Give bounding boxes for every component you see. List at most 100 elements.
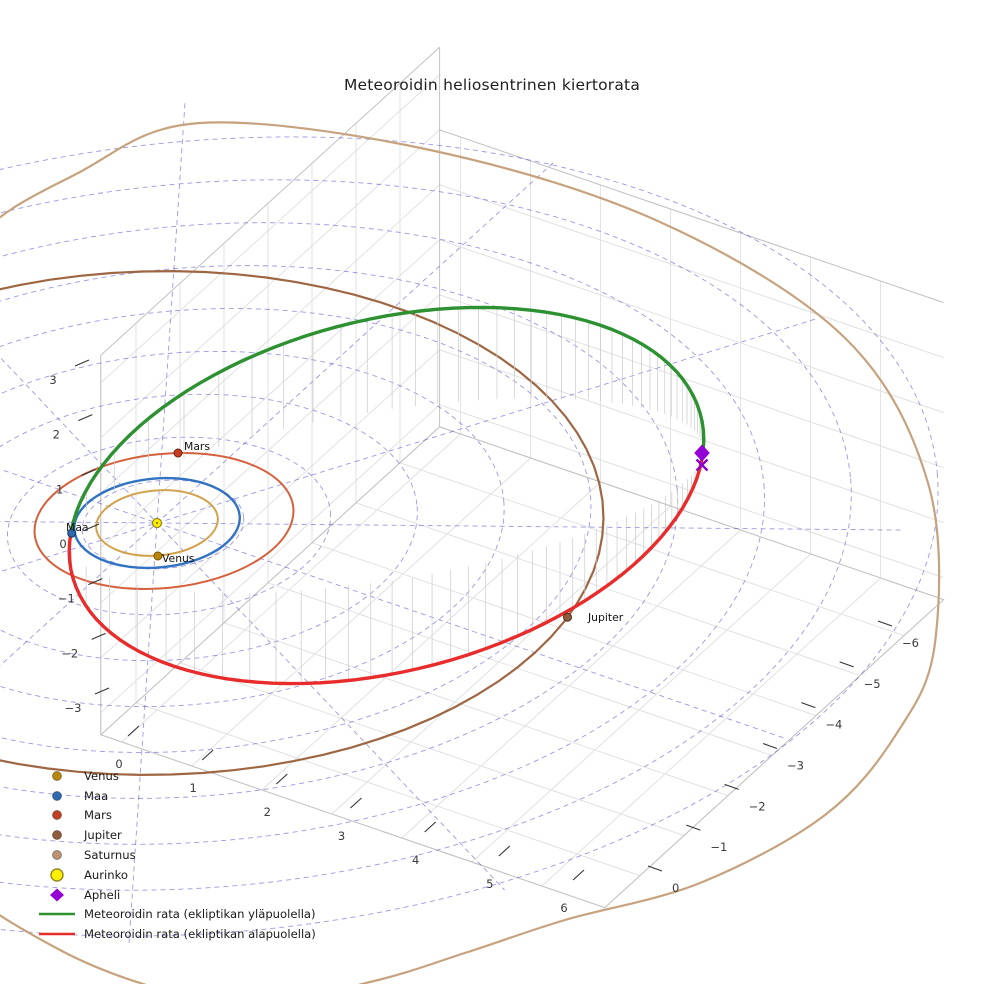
polar-circle — [0, 136, 939, 937]
wall-grid-line — [100, 294, 440, 604]
wall-grid-line — [100, 184, 440, 494]
x-tick-mark — [498, 845, 511, 857]
polar-circle — [0, 308, 592, 753]
y-tick-mark — [724, 783, 739, 790]
legend-swatch-svg — [50, 868, 64, 882]
jupiter-marker — [563, 612, 572, 622]
y-tick-label: −5 — [864, 677, 881, 691]
floor-grid-line — [261, 481, 601, 791]
wall-grid-line — [439, 239, 944, 414]
legend-item-apheli: Apheli — [36, 885, 316, 905]
legend-item-label: Aurinko — [84, 867, 129, 882]
venus-marker — [153, 551, 163, 561]
x-tick-mark — [350, 797, 362, 809]
z-tick-mark — [74, 359, 90, 367]
mars-marker — [173, 448, 183, 458]
z-tick-label: −3 — [65, 701, 82, 715]
legend-item-label: Apheli — [84, 887, 121, 902]
legend-item-label: Saturnus — [84, 848, 136, 863]
sun-marker-core — [155, 521, 159, 525]
meteoroid-orbit — [67, 457, 704, 686]
legend-swatch-svg — [52, 810, 62, 821]
orbit-z-stems — [71, 307, 705, 684]
legend-item-venus: Venus — [36, 766, 316, 786]
legend-swatch-svg — [52, 830, 62, 841]
y-tick-label: −6 — [902, 636, 919, 650]
x-tick-mark — [424, 821, 437, 833]
floor-grid-line — [401, 529, 741, 839]
y-tick-label: −4 — [825, 718, 842, 732]
meteoroid-orbit-below — [67, 457, 704, 686]
markers — [67, 444, 710, 622]
wall-grid-line — [100, 349, 440, 659]
maa-marker-icon — [36, 788, 78, 804]
legend-item-label: Mars — [84, 808, 112, 823]
jupiter-marker-icon — [36, 827, 78, 843]
floor-grid-line — [223, 622, 729, 797]
z-tick-label: 1 — [56, 482, 63, 496]
floor-grid — [121, 433, 905, 887]
legend-item-label: Meteoroidin rata (ekliptikan alapuolella… — [84, 927, 316, 942]
circle-large-swatch — [50, 868, 64, 882]
x-tick-mark — [572, 869, 585, 881]
venus-label: Venus — [162, 552, 195, 565]
z-tick-mark — [78, 414, 93, 422]
aphelion-diamond-marker — [694, 444, 710, 462]
legend-swatch-svg — [52, 850, 62, 861]
sun-marker-icon — [36, 867, 78, 883]
legend-item-label: Jupiter — [84, 828, 122, 843]
jupiter-label: Jupiter — [587, 611, 624, 624]
legend-item-mars: Mars — [36, 806, 316, 826]
maa-label: Maa — [66, 521, 89, 534]
x-tick-mark — [275, 773, 288, 785]
z-tick-label: −1 — [58, 592, 75, 606]
floor-grid-line — [267, 582, 773, 757]
legend-swatch-svg — [52, 790, 62, 801]
wall-grid-line — [439, 349, 944, 524]
z-tick-label: −2 — [61, 646, 78, 660]
wall-grid-line — [100, 239, 440, 549]
wall-top-edge — [439, 129, 944, 304]
floor-grid-line — [541, 577, 881, 887]
polar-circle — [0, 393, 418, 662]
x-tick-label: 5 — [486, 877, 493, 891]
legend-item-saturnus: Saturnus — [36, 845, 316, 865]
red-line-icon — [36, 926, 78, 942]
polar-circle — [81, 479, 245, 570]
legend-item-jupiter: Jupiter — [36, 825, 316, 845]
wall-grid-line — [439, 184, 944, 359]
z-tick-mark — [88, 578, 103, 586]
legend-swatch-svg — [50, 888, 64, 902]
polar-circle — [0, 179, 852, 891]
box-edges — [99, 46, 945, 909]
dot-swatch — [52, 830, 62, 841]
z-tick-label: 3 — [49, 373, 56, 387]
saturnus-marker-icon — [36, 847, 78, 863]
dot-swatch — [52, 850, 62, 861]
maa-marker — [67, 528, 77, 538]
green-line-icon — [36, 906, 78, 922]
x-tick-mark — [201, 749, 214, 761]
aphelion-marker-icon — [36, 887, 78, 903]
chart-title: Meteoroidin heliosentrinen kiertorata — [343, 76, 641, 94]
plot-labels: Mars Maa Venus Jupiter — [66, 440, 624, 624]
legend-swatch-svg — [39, 932, 75, 936]
diamond-swatch — [50, 888, 64, 902]
floor-grid-line — [355, 502, 861, 677]
polar-spoke — [0, 521, 901, 531]
y-tick-mark — [647, 865, 663, 872]
floor-grid-line — [471, 553, 811, 863]
venus-marker-icon — [36, 768, 78, 784]
y-tick-mark — [839, 661, 854, 668]
meteoroid-orbit-above — [69, 305, 706, 534]
axis-ticks: 0 1 2 3 4 5 6 0 −1 −2 −3 −4 −5 −6 3 2 1 0 −1 −2 −3 — [49, 359, 919, 915]
y-tick-mark — [686, 824, 701, 831]
x-tick-label: 1 — [190, 781, 197, 795]
x-tick-label: 3 — [338, 829, 345, 843]
y-tick-mark — [762, 742, 778, 750]
floor-grid-line — [135, 702, 641, 877]
x-tick-label: 4 — [412, 853, 419, 867]
polar-circle — [6, 436, 332, 616]
mars-label: Mars — [184, 440, 210, 453]
